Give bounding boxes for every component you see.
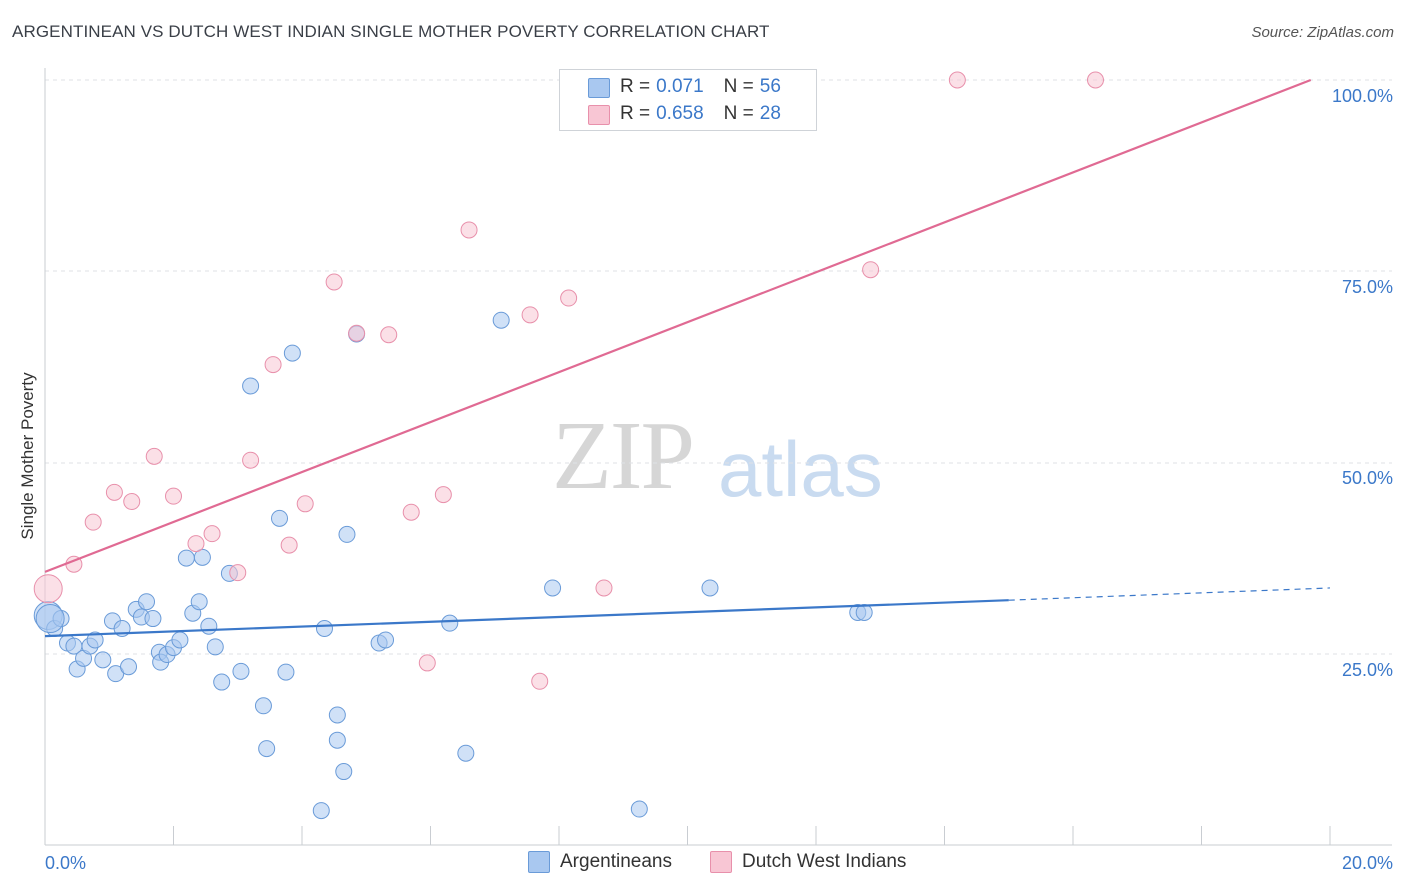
argentineans-point xyxy=(492,311,510,329)
argentineans-point xyxy=(120,658,138,676)
bottom-legend-swatch-argentineans xyxy=(528,851,550,873)
dutch-point xyxy=(595,579,613,597)
dutch-point xyxy=(264,356,282,374)
argentineans-point xyxy=(171,631,189,649)
n-value: 28 xyxy=(759,103,781,124)
argentineans-point xyxy=(258,740,276,758)
r-label: R = xyxy=(620,103,651,124)
r-label: R = xyxy=(620,76,651,97)
argentineans-point xyxy=(86,631,104,649)
dutch-point xyxy=(165,487,182,505)
argentineans-point xyxy=(283,344,301,362)
dutch-point xyxy=(380,326,398,344)
dutch-point xyxy=(948,71,966,89)
argentineans-point xyxy=(315,620,333,638)
chart-title: ARGENTINEAN VS DUTCH WEST INDIAN SINGLE … xyxy=(12,22,770,41)
argentineans-point xyxy=(94,651,112,669)
argentineans-point xyxy=(254,697,272,715)
dutch-point xyxy=(187,535,205,553)
argentineans-point xyxy=(328,706,346,724)
argentineans-point xyxy=(277,663,295,681)
watermark-zip: ZIP xyxy=(552,402,695,510)
dutch-point xyxy=(434,486,452,504)
argentineans-point xyxy=(271,509,289,527)
argentineans-point xyxy=(544,579,562,597)
n-label: N = xyxy=(723,103,754,124)
y-axis-label: Single Mother Poverty xyxy=(18,372,37,540)
legend-swatch-argentineans xyxy=(588,78,610,98)
y-tick-label: 75.0% xyxy=(1342,277,1393,297)
dutch-point xyxy=(418,654,436,672)
dutch-point xyxy=(1086,71,1104,89)
dutch-point xyxy=(460,221,478,239)
dutch-point xyxy=(33,574,63,604)
dutch-point xyxy=(84,513,102,531)
argentineans-point xyxy=(338,525,356,543)
argentineans-point xyxy=(312,802,330,820)
dutch-point xyxy=(229,564,247,582)
source-note: Source: ZipAtlas.com xyxy=(1251,24,1394,41)
bottom-legend-dutch: Dutch West Indians xyxy=(710,851,906,873)
argentineans-point xyxy=(193,548,211,566)
bottom-legend-label: Argentineans xyxy=(560,851,672,872)
dutch-point xyxy=(531,672,549,690)
argentineans-point xyxy=(377,631,395,649)
argentineans-point xyxy=(242,377,260,395)
argentineans-point xyxy=(190,593,208,611)
y-tick-label: 100.0% xyxy=(1332,86,1393,106)
argentineans-point xyxy=(232,662,250,680)
argentineans-point xyxy=(457,744,475,762)
dutch-point xyxy=(521,306,539,324)
argentineans-point xyxy=(206,638,224,656)
argentineans-point xyxy=(328,731,346,749)
argentineans-point xyxy=(213,673,231,691)
x-tick-label: 20.0% xyxy=(1342,853,1393,873)
dutch-trend-line xyxy=(44,78,1312,573)
legend-row-argentineans: R = 0.071 N = 56 xyxy=(620,76,781,98)
dutch-point xyxy=(402,503,420,521)
argentineans-trend-line xyxy=(44,599,1009,638)
argentineans-point xyxy=(335,763,353,781)
r-value: 0.071 xyxy=(656,76,704,97)
argentineans-point xyxy=(855,603,873,621)
dutch-point xyxy=(203,525,221,543)
n-value: 56 xyxy=(759,76,781,97)
bottom-legend-label: Dutch West Indians xyxy=(742,851,907,872)
watermark-atlas: atlas xyxy=(718,425,883,513)
dutch-point xyxy=(242,451,260,469)
argentineans-point xyxy=(630,800,648,818)
stats-legend: R = 0.071 N = 56 R = 0.658 N = 28 xyxy=(559,69,817,131)
r-value: 0.658 xyxy=(656,103,704,124)
x-tick-label: 0.0% xyxy=(45,853,86,873)
argentineans-point xyxy=(144,610,162,628)
legend-row-dutch: R = 0.658 N = 28 xyxy=(620,103,781,125)
argentineans-point xyxy=(441,614,459,632)
argentineans-point xyxy=(200,617,218,635)
dutch-point xyxy=(105,483,123,501)
argentineans-point xyxy=(138,593,156,611)
y-tick-label: 25.0% xyxy=(1342,660,1393,680)
bottom-legend-swatch-dutch xyxy=(710,851,732,873)
bottom-legend-argentineans: Argentineans xyxy=(528,851,672,873)
legend-swatch-dutch xyxy=(588,105,610,125)
y-tick-label: 50.0% xyxy=(1342,468,1393,488)
argentineans-point xyxy=(701,579,719,597)
n-label: N = xyxy=(723,76,754,97)
argentineans-trend-extension xyxy=(1008,587,1331,601)
dutch-point xyxy=(296,495,314,513)
dutch-point xyxy=(560,289,578,307)
dutch-point xyxy=(862,261,880,279)
dutch-point xyxy=(325,273,343,291)
dutch-point xyxy=(348,324,366,342)
dutch-point xyxy=(145,447,163,465)
argentineans-point xyxy=(177,549,195,567)
dutch-point xyxy=(280,536,298,554)
argentineans-point xyxy=(35,604,65,634)
dutch-point xyxy=(123,493,141,511)
